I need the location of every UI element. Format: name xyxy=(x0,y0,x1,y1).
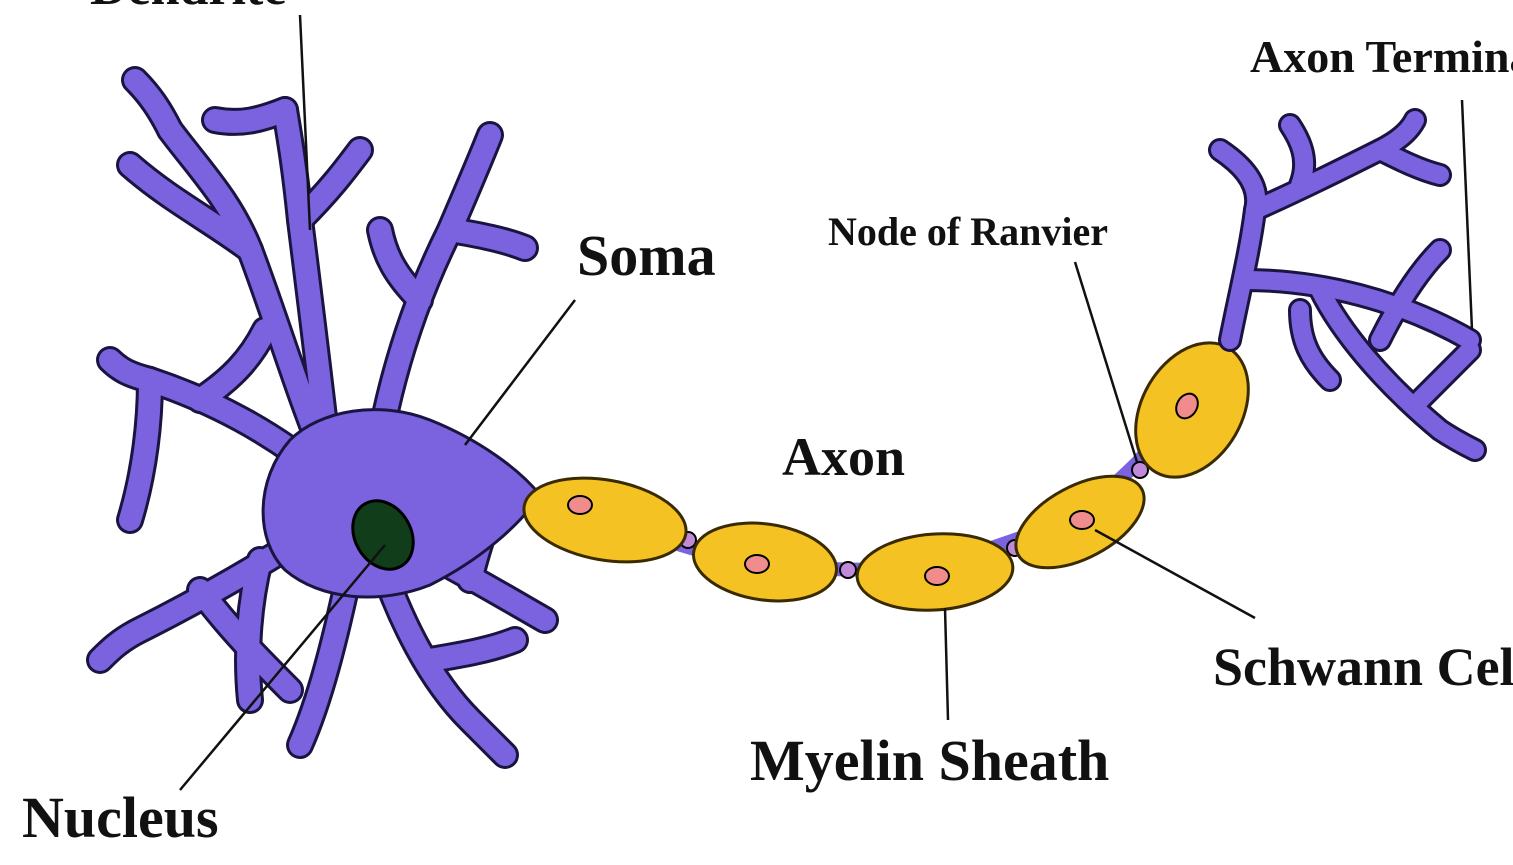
axon-terminal-branches xyxy=(1208,108,1487,462)
leader-line-node xyxy=(1073,261,1139,463)
myelin-segment xyxy=(855,532,1015,612)
label-nucleus: Nucleus xyxy=(22,785,219,850)
label-node-of-ranvier: Node of Ranvier xyxy=(828,209,1108,254)
leader-line-myelin xyxy=(943,607,950,721)
ranvier-node xyxy=(839,561,857,579)
label-schwann-cell: Schwann Cell xyxy=(1213,637,1513,697)
leader-lines xyxy=(179,14,1474,791)
label-soma: Soma xyxy=(577,223,716,288)
myelin-segment xyxy=(1014,474,1146,570)
label-axon: Axon xyxy=(782,427,905,487)
myelin-segment xyxy=(692,521,838,603)
leader-line-dendrite xyxy=(298,14,312,231)
leader-line-soma xyxy=(464,299,576,446)
label-myelin-sheath: Myelin Sheath xyxy=(750,728,1109,793)
myelin-segment xyxy=(522,476,688,564)
label-dendrite: Dendrite xyxy=(90,0,286,16)
leader-line-nucleus xyxy=(179,544,386,791)
myelin-segments xyxy=(522,341,1250,612)
leader-line-schwann xyxy=(1094,528,1256,620)
cell-nucleus xyxy=(351,499,415,571)
label-axon-terminal: Axon Terminal xyxy=(1250,31,1513,82)
leader-line-terminal xyxy=(1460,99,1474,331)
dendrites xyxy=(86,66,559,769)
ranvier-node xyxy=(1131,461,1149,479)
soma-body xyxy=(261,408,542,599)
